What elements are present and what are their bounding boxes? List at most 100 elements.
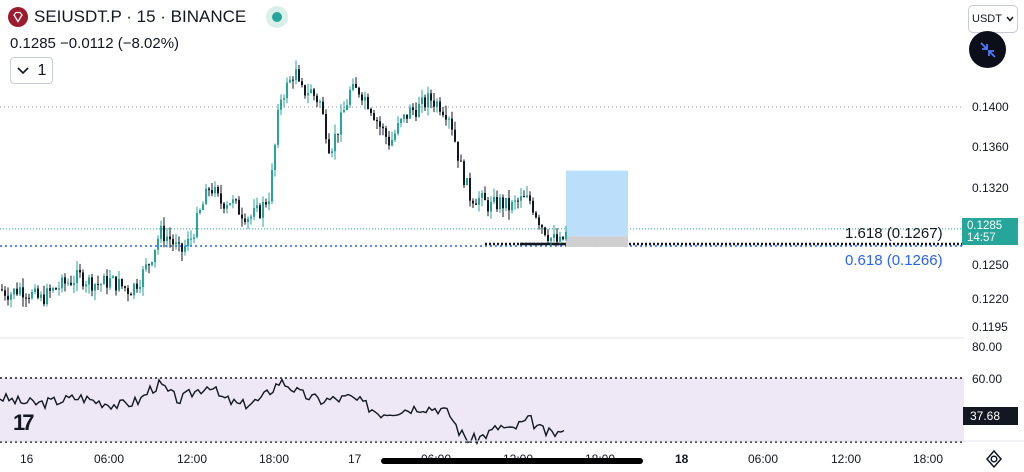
candle xyxy=(241,207,243,227)
candle xyxy=(67,278,69,287)
candle xyxy=(73,275,75,294)
candle xyxy=(226,201,228,214)
candle xyxy=(163,217,165,248)
candle xyxy=(46,283,48,307)
settings-icon[interactable] xyxy=(984,449,1004,469)
fib-label-1618[interactable]: 1.618 (0.1267) xyxy=(845,225,943,242)
position-stop-zone[interactable] xyxy=(566,236,628,247)
candle xyxy=(511,199,513,214)
candle xyxy=(19,282,21,297)
last-price-badge: 0.1285 14:57 xyxy=(962,218,1018,245)
candle xyxy=(436,98,438,113)
candle xyxy=(427,86,429,116)
candle xyxy=(325,109,327,144)
candle xyxy=(112,274,114,279)
candle xyxy=(367,93,369,110)
candle xyxy=(283,94,285,108)
candle xyxy=(121,278,123,289)
candle xyxy=(52,286,54,293)
candle xyxy=(265,198,267,208)
time-tick: 18:00 xyxy=(259,452,290,466)
candle xyxy=(214,181,216,198)
candle xyxy=(118,271,120,292)
candle xyxy=(148,263,150,274)
candle xyxy=(541,224,543,234)
collapse-arrows-icon xyxy=(979,41,996,58)
candle xyxy=(319,99,321,108)
price-tick: 0.1360 xyxy=(972,140,1009,154)
fib-label-0618[interactable]: 0.618 (0.1266) xyxy=(845,252,943,269)
price-quote: 0.1285 −0.0112 (−8.02%) xyxy=(10,35,180,52)
position-target-zone[interactable] xyxy=(566,170,628,237)
candle xyxy=(544,226,546,237)
candle xyxy=(58,281,60,296)
candle xyxy=(253,199,255,221)
candle xyxy=(403,113,405,123)
candle xyxy=(520,188,522,208)
candle xyxy=(169,227,171,248)
currency-select[interactable]: USDT xyxy=(968,5,1018,33)
candle xyxy=(25,293,27,307)
candle xyxy=(223,202,225,214)
candle xyxy=(76,261,78,292)
candle xyxy=(337,133,339,143)
candle xyxy=(55,287,57,290)
candle xyxy=(250,214,252,225)
candle xyxy=(376,116,378,129)
candle xyxy=(496,190,498,212)
candle xyxy=(358,86,360,98)
chevron-down-icon xyxy=(1006,16,1014,22)
candle xyxy=(334,124,336,160)
candle xyxy=(469,172,471,207)
candle xyxy=(484,186,486,201)
candle xyxy=(31,289,33,300)
candle xyxy=(160,220,162,243)
candle xyxy=(307,83,309,104)
collapse-arrows-button[interactable] xyxy=(969,31,1006,68)
candle xyxy=(175,233,177,250)
candle xyxy=(382,123,384,136)
candle xyxy=(397,116,399,136)
candle xyxy=(379,116,381,136)
candle xyxy=(340,104,342,142)
time-tick: 12:00 xyxy=(831,452,862,466)
candle xyxy=(322,96,324,115)
candle xyxy=(538,214,540,230)
candle xyxy=(22,278,24,307)
candle xyxy=(127,285,129,302)
collapse-indicators-button[interactable]: 1 xyxy=(10,57,53,84)
candle xyxy=(259,203,261,220)
candle xyxy=(187,231,189,251)
candle xyxy=(460,154,462,162)
candle xyxy=(43,285,45,307)
candle xyxy=(79,263,81,278)
chevron-down-icon xyxy=(16,66,29,74)
symbol-title[interactable]: SEIUSDT.P · 15 · BINANCE xyxy=(8,6,289,28)
candle xyxy=(61,274,63,293)
time-tick: 18 xyxy=(675,452,689,466)
candle xyxy=(166,227,168,248)
candle xyxy=(418,96,420,118)
candle xyxy=(310,84,312,94)
candle xyxy=(448,116,450,129)
home-indicator[interactable] xyxy=(381,458,643,464)
candle xyxy=(388,130,390,150)
candle xyxy=(505,197,507,212)
currency-value: USDT xyxy=(972,13,1002,25)
candle xyxy=(373,109,375,121)
candle xyxy=(547,229,549,245)
market-open-dot-icon xyxy=(266,6,289,28)
time-tick: 06:00 xyxy=(748,452,779,466)
candle xyxy=(487,197,489,217)
candle xyxy=(40,291,42,302)
candle xyxy=(514,195,516,210)
candle xyxy=(220,184,222,210)
price-tick: 0.1320 xyxy=(972,181,1009,195)
candle xyxy=(364,91,366,110)
candle xyxy=(400,117,402,128)
candle xyxy=(106,269,108,295)
candle xyxy=(508,190,510,220)
tradingview-logo[interactable]: 17 xyxy=(13,410,35,435)
price-candles xyxy=(1,60,567,308)
